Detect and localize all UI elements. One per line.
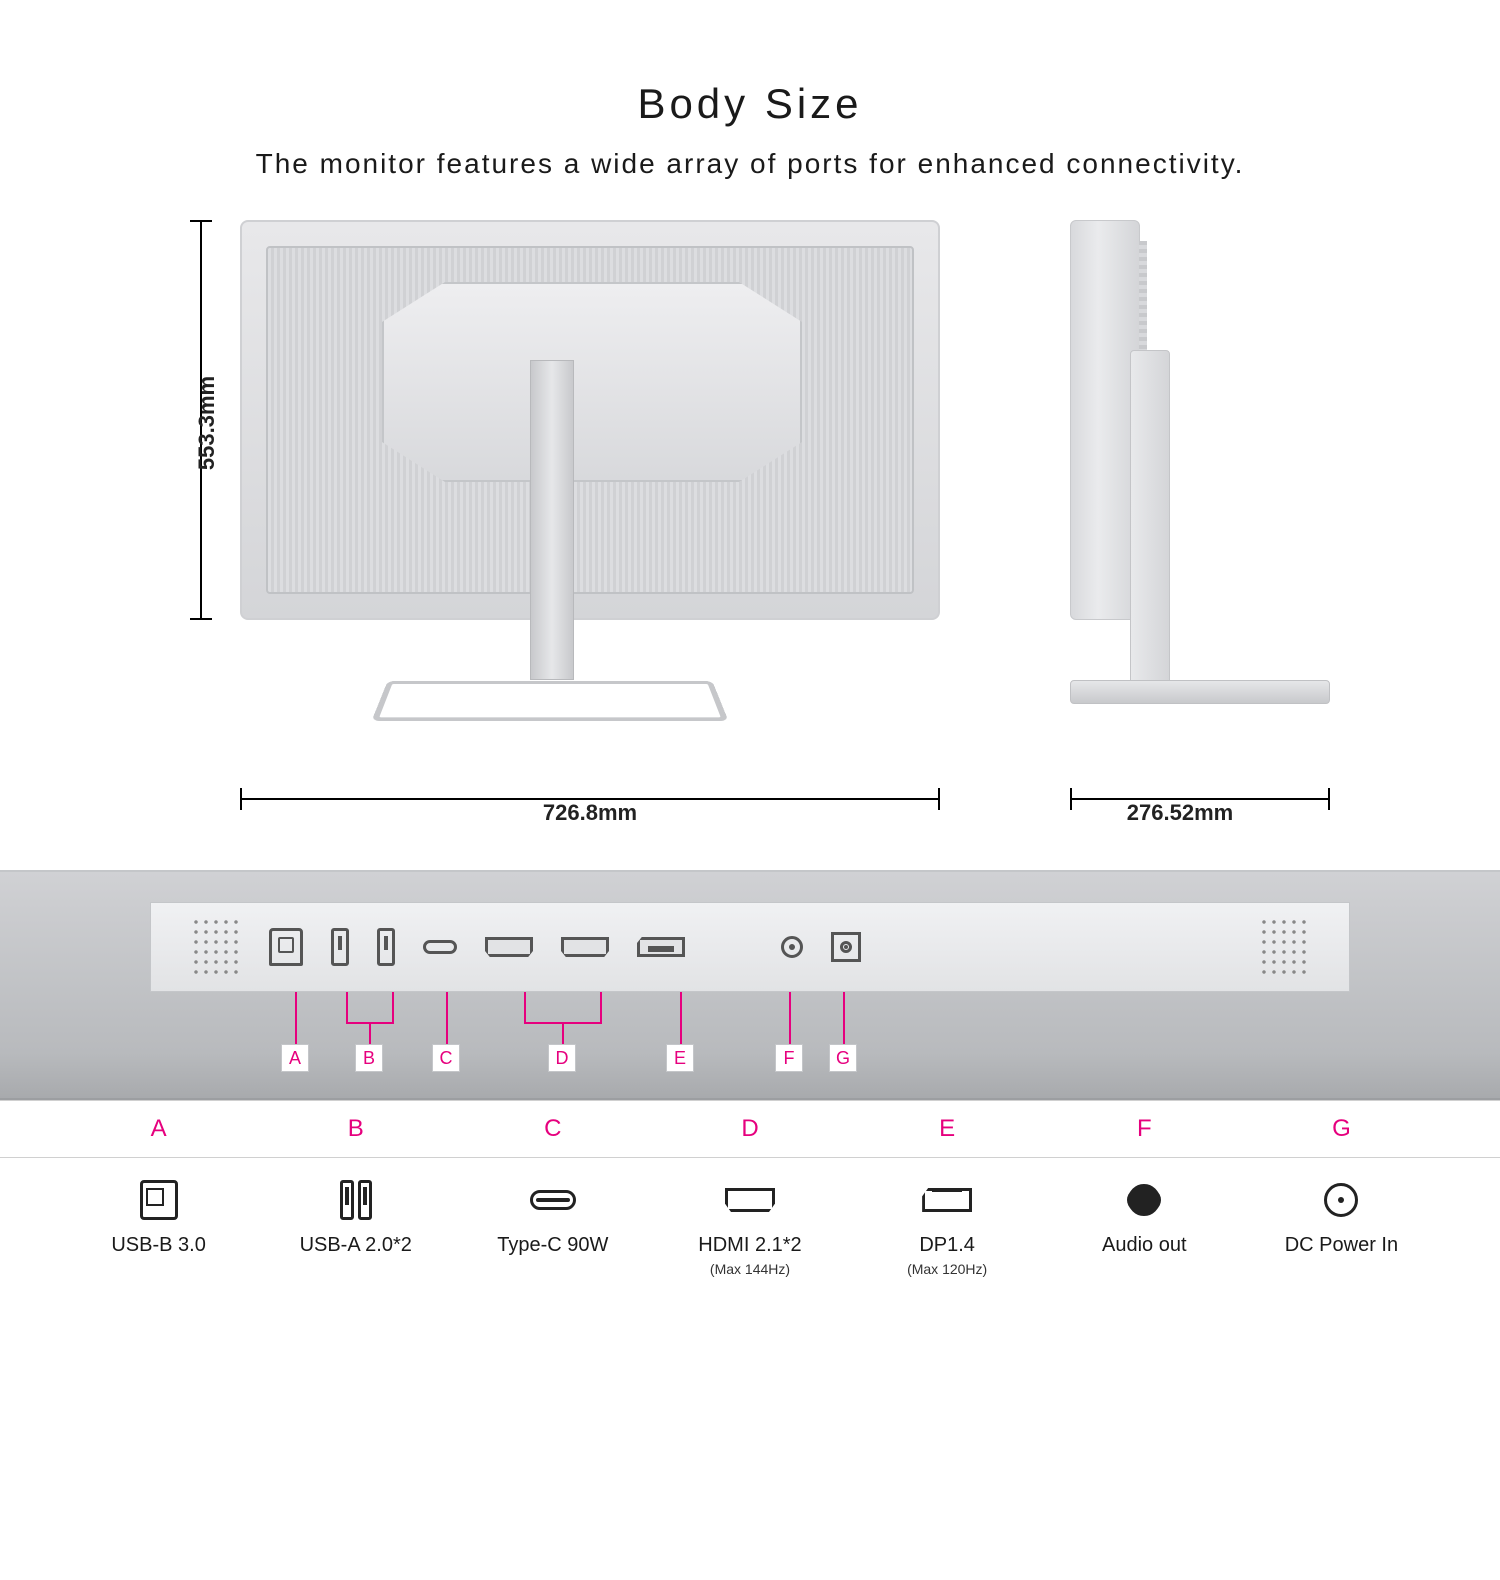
- port-audio-icon: [781, 936, 803, 958]
- legend-cell-e: DP1.4 (Max 120Hz): [849, 1178, 1046, 1277]
- legend-letters-row: A B C D E F G: [0, 1100, 1500, 1158]
- ports-closeup: A B C D E F G: [0, 870, 1500, 1100]
- side-view: 276.52mm: [1070, 210, 1370, 810]
- legend-label-f: Audio out: [1102, 1234, 1187, 1257]
- letter-b: B: [355, 1044, 383, 1072]
- usb-b-icon: [140, 1180, 178, 1220]
- leader-e: [680, 992, 682, 1044]
- legend-letter-f: F: [1046, 1115, 1243, 1143]
- ports-row: [150, 902, 1350, 992]
- port-hdmi1-icon: [485, 937, 533, 957]
- page-title: Body Size: [0, 80, 1500, 128]
- port-dc-icon: [831, 932, 861, 962]
- leader-d1: [524, 992, 526, 1022]
- leader-c: [446, 992, 448, 1044]
- port-usb-a1-icon: [331, 928, 349, 966]
- rear-view: 553.3mm 726.8mm: [200, 210, 960, 810]
- usb-a-icon: [340, 1180, 372, 1220]
- legend-cell-d: HDMI 2.1*2 (Max 144Hz): [651, 1178, 848, 1277]
- legend-icons-row: USB-B 3.0 USB-A 2.0*2 Type-C 90W HDMI 2.…: [0, 1158, 1500, 1287]
- legend-cell-a: USB-B 3.0: [60, 1178, 257, 1277]
- leader-b2: [392, 992, 394, 1022]
- legend-letter-b: B: [257, 1115, 454, 1143]
- port-dp-icon: [637, 937, 685, 957]
- legend-sub-e: (Max 120Hz): [907, 1261, 987, 1277]
- legend-letter-e: E: [849, 1115, 1046, 1143]
- legend-sub-d: (Max 144Hz): [710, 1261, 790, 1277]
- speaker-grille-right: [1259, 917, 1309, 977]
- legend-cell-c: Type-C 90W: [454, 1178, 651, 1277]
- stand-neck: [530, 360, 574, 680]
- leader-b1: [346, 992, 348, 1022]
- legend-label-g: DC Power In: [1285, 1234, 1398, 1257]
- page-subtitle: The monitor features a wide array of por…: [0, 148, 1500, 180]
- leader-g: [843, 992, 845, 1044]
- legend-cell-f: Audio out: [1046, 1178, 1243, 1277]
- legend-label-d: HDMI 2.1*2: [698, 1234, 801, 1257]
- port-hdmi2-icon: [561, 937, 609, 957]
- speaker-grille-left: [191, 917, 241, 977]
- displayport-icon: [922, 1188, 972, 1212]
- legend-label-c: Type-C 90W: [497, 1234, 608, 1257]
- port-usb-c-icon: [423, 940, 457, 954]
- dimension-diagram: 553.3mm 726.8mm 276.52mm: [0, 210, 1500, 850]
- side-stand-base: [1070, 680, 1330, 704]
- letter-f: F: [775, 1044, 803, 1072]
- side-stand-arm: [1130, 350, 1170, 690]
- leader-f: [789, 992, 791, 1044]
- leader-a: [295, 992, 297, 1044]
- dc-power-icon: [1324, 1183, 1358, 1217]
- legend-label-e: DP1.4: [919, 1234, 975, 1257]
- letter-c: C: [432, 1044, 460, 1072]
- port-usb-a2-icon: [377, 928, 395, 966]
- leader-d-drop: [562, 1022, 564, 1044]
- hdmi-icon: [725, 1188, 775, 1212]
- letter-g: G: [829, 1044, 857, 1072]
- legend-cell-g: DC Power In: [1243, 1178, 1440, 1277]
- leader-b-drop: [369, 1022, 371, 1044]
- letter-a: A: [281, 1044, 309, 1072]
- audio-out-icon: [1128, 1184, 1160, 1216]
- monitor-rear-illustration: [240, 220, 940, 620]
- legend-letter-d: D: [651, 1115, 848, 1143]
- port-usb-b-icon: [269, 928, 303, 966]
- width-dimension-bar: 726.8mm: [240, 798, 940, 800]
- depth-dimension-bar: 276.52mm: [1070, 798, 1330, 800]
- legend-cell-b: USB-A 2.0*2: [257, 1178, 454, 1277]
- depth-value: 276.52mm: [1070, 800, 1290, 826]
- usb-c-icon: [530, 1190, 576, 1210]
- ports-legend: A B C D E F G USB-B 3.0 USB-A 2.0*2 Type…: [0, 1100, 1500, 1287]
- height-value: 553.3mm: [194, 376, 220, 470]
- legend-letter-a: A: [60, 1115, 257, 1143]
- stand-base: [380, 665, 720, 735]
- legend-letter-c: C: [454, 1115, 651, 1143]
- legend-label-a: USB-B 3.0: [111, 1234, 205, 1257]
- width-value: 726.8mm: [240, 800, 940, 826]
- letter-e: E: [666, 1044, 694, 1072]
- legend-label-b: USB-A 2.0*2: [300, 1234, 412, 1257]
- leader-d2: [600, 992, 602, 1022]
- legend-letter-g: G: [1243, 1115, 1440, 1143]
- letter-d: D: [548, 1044, 576, 1072]
